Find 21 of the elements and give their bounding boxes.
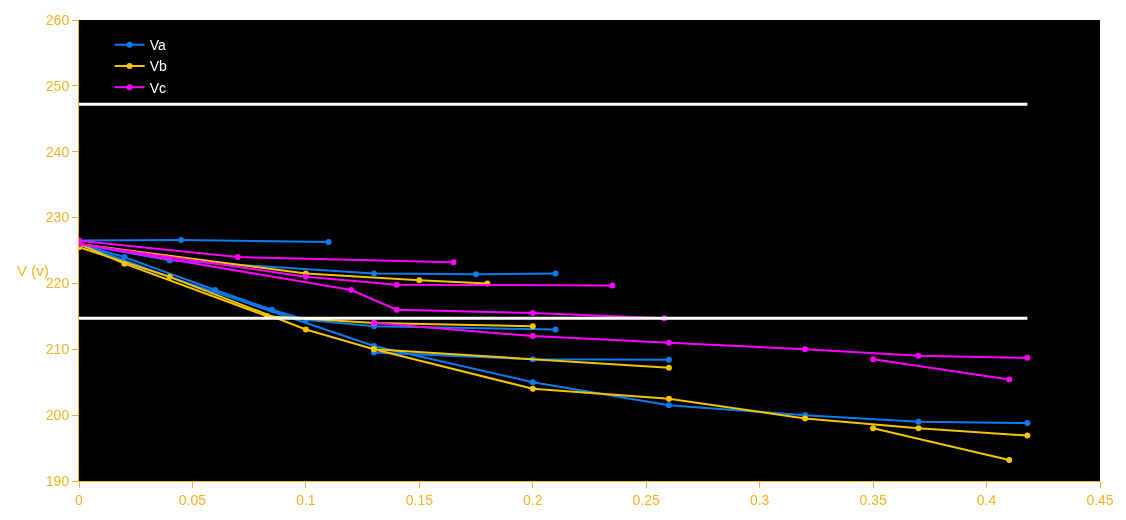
x-tick-label: 0.35 — [859, 491, 887, 508]
legend-label: Va — [149, 37, 166, 54]
y-tick-label: 240 — [45, 143, 70, 160]
y-tick-label: 210 — [45, 341, 70, 358]
x-tick-label: 0.25 — [632, 491, 661, 508]
x-tick-label: 0.4 — [976, 491, 997, 508]
x-tick-label: 0.05 — [178, 491, 207, 508]
y-tick-label: 230 — [45, 209, 70, 226]
legend-label: Vb — [149, 58, 167, 75]
y-tick-label: 250 — [45, 77, 70, 94]
legend-label: Vc — [149, 79, 166, 96]
x-tick-label: 0.1 — [296, 491, 316, 508]
y-tick-label: 260 — [45, 11, 70, 28]
x-tick-label: 0.45 — [1086, 491, 1114, 508]
y-tick-label: 200 — [45, 407, 70, 424]
x-tick-label: 0.2 — [523, 491, 543, 508]
y-tick-label: 190 — [45, 472, 70, 489]
y-axis-title: V (v) — [17, 262, 49, 279]
x-tick-label: 0.15 — [405, 491, 434, 508]
x-tick-label: 0.3 — [749, 491, 770, 508]
x-tick-label: 0 — [75, 491, 84, 508]
